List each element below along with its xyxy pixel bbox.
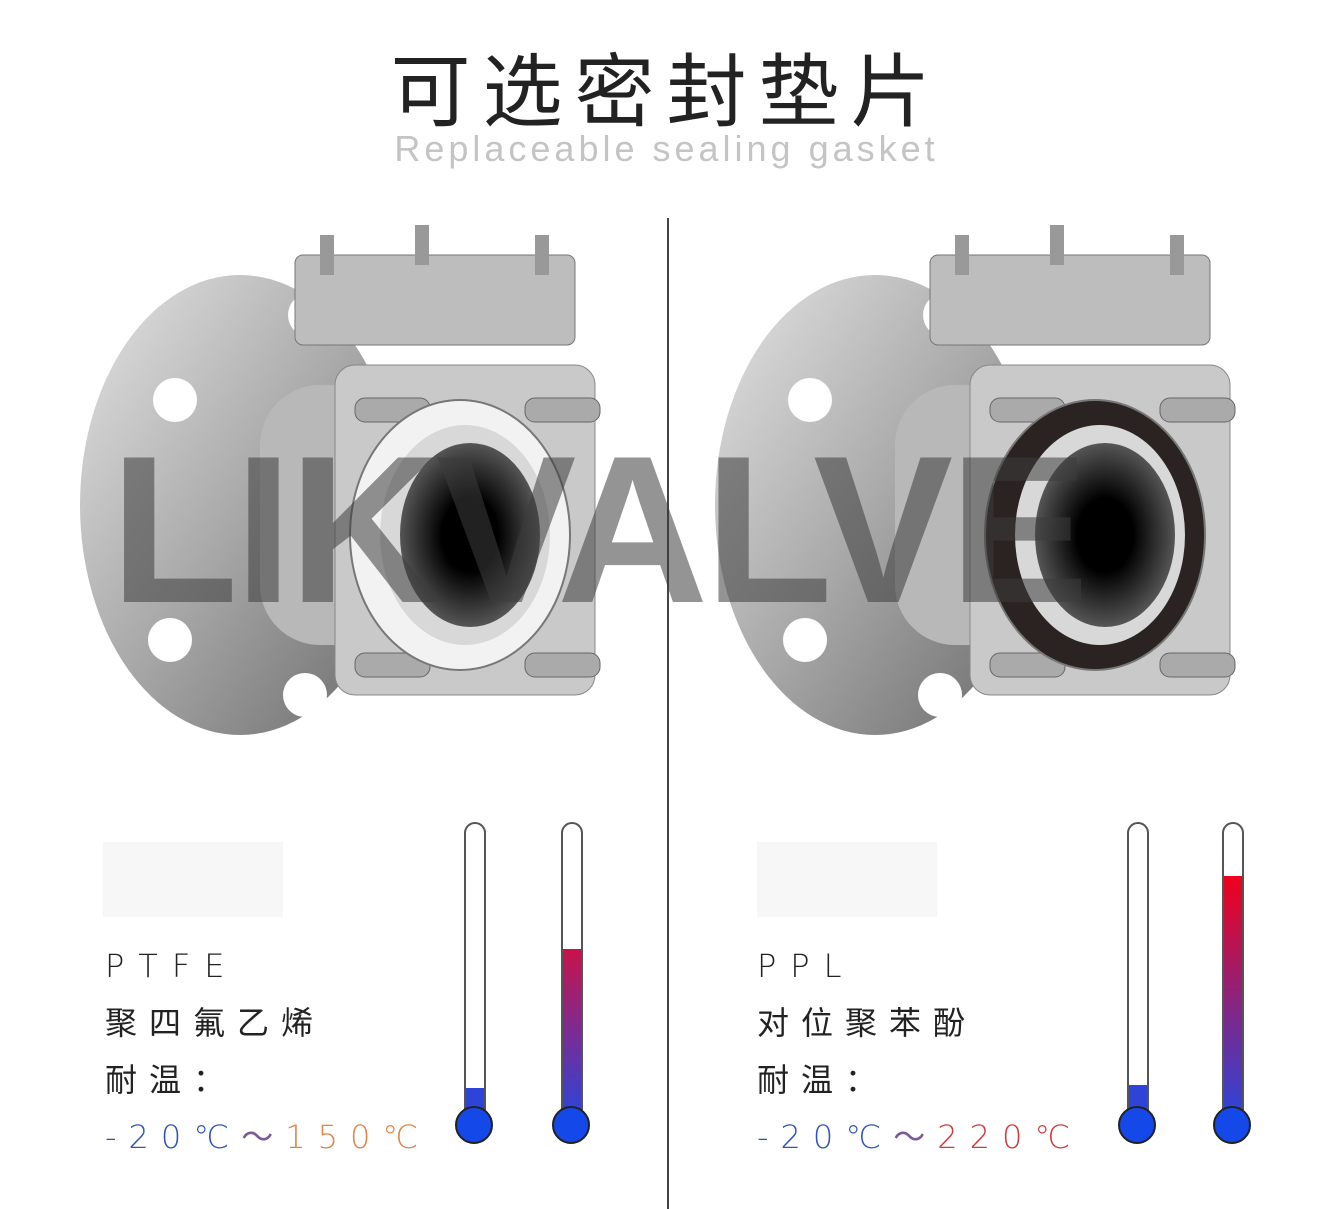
temp-label: 耐温： [105,1061,238,1099]
temp-low: -20℃ [757,1118,894,1156]
page-subtitle: Replaceable sealing gasket [394,128,939,169]
temp-tilde: ～ [893,1118,938,1156]
bolt [524,652,601,678]
bolt [1159,397,1236,423]
temp-range: -20℃～220℃ [757,1109,1082,1166]
bolt [1159,652,1236,678]
temp-high: 220℃ [937,1118,1083,1156]
material-code: PTFE [105,947,239,985]
thermometer-high [552,822,590,1144]
thermometer-fill [1224,876,1242,1114]
thermometer-low [1118,822,1156,1144]
stud [1170,235,1184,275]
divider [667,218,669,1209]
material-name: 聚四氟乙烯 [105,1004,326,1042]
bolt-hole [788,378,832,422]
valve-image-ptfe [80,225,601,735]
thermometer-fill [563,948,581,1114]
bolt-hole [283,673,327,717]
material-code: PPL [757,947,856,985]
temp-low: -20℃ [105,1118,242,1156]
mounting-pad [929,254,1211,346]
material-name: 对位聚苯酚 [757,1004,978,1042]
stud [955,235,969,275]
stud [320,235,334,275]
bore [1035,443,1175,627]
page-title: 可选密封垫片 [390,46,943,139]
faded-logo-area [103,842,283,917]
mounting-pad [294,254,576,346]
thermometer-bulb [552,1106,590,1144]
thermometer-low [455,822,493,1144]
thermometer-bulb [1213,1106,1251,1144]
stud [415,225,429,265]
ppl-info: PPL 对位聚苯酚 耐温： -20℃～220℃ [757,938,1082,1166]
bore [400,443,540,627]
ptfe-info: PTFE 聚四氟乙烯 耐温： -20℃～150℃ [105,938,430,1166]
temp-high: 150℃ [285,1118,431,1156]
bolt-hole [918,673,962,717]
stud [1050,225,1064,265]
bolt-hole [148,618,192,662]
bolt-hole [783,618,827,662]
temp-range: -20℃～150℃ [105,1109,430,1166]
stud [535,235,549,275]
bolt-hole [153,378,197,422]
bolt [524,397,601,423]
temp-label: 耐温： [757,1061,890,1099]
watermark: LIKVALVE [110,412,1089,647]
faded-logo-area [757,842,937,917]
temp-tilde: ～ [241,1118,286,1156]
valve-image-ppl [715,225,1236,735]
thermometer-high [1213,822,1251,1144]
thermometer-bulb [1118,1106,1156,1144]
thermometer-bulb [455,1106,493,1144]
